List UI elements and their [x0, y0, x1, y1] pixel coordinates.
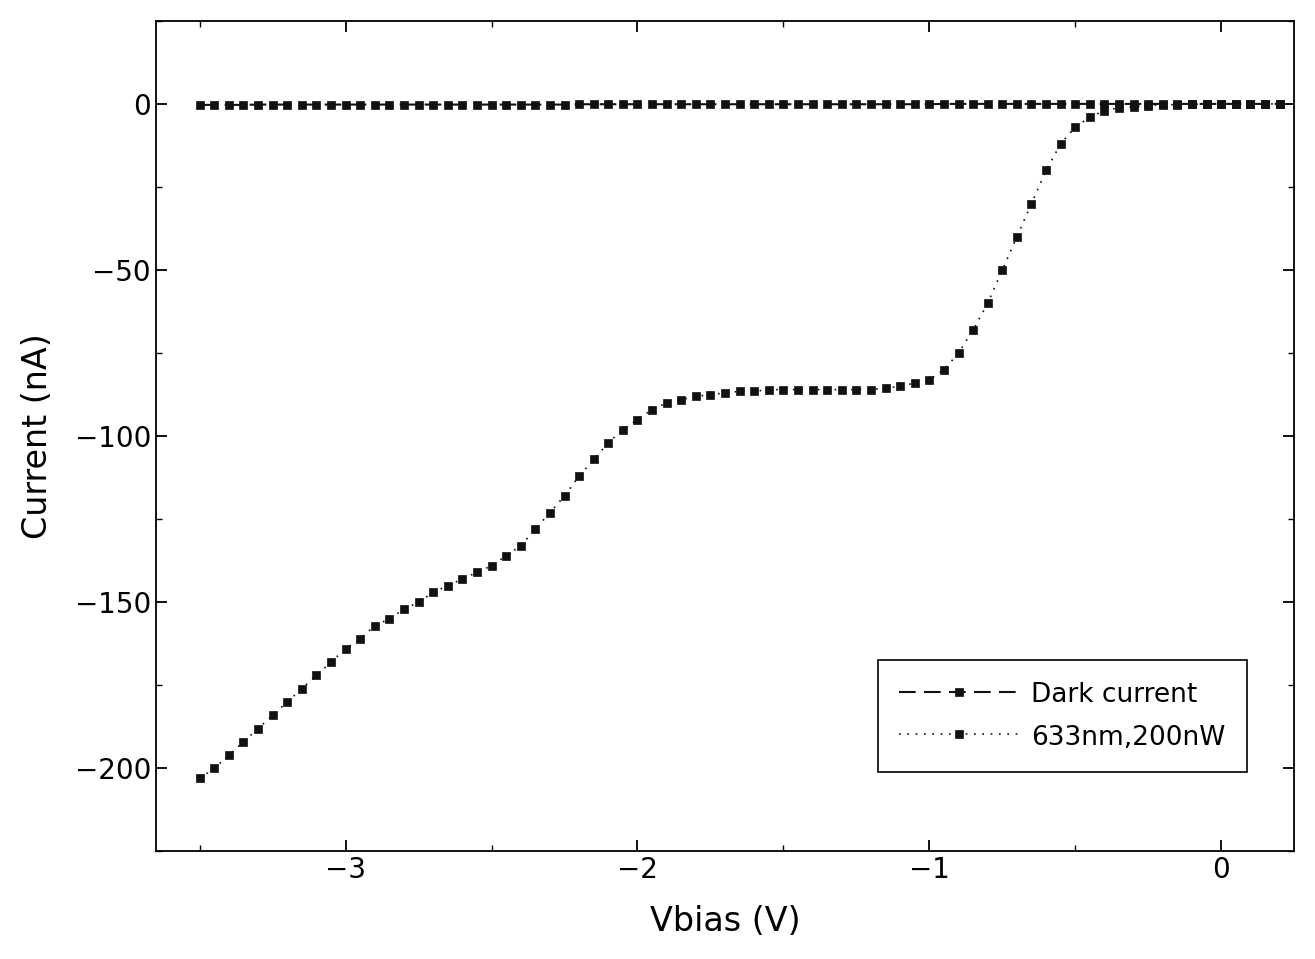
Dark current [1169, 98, 1185, 109]
X-axis label: Vbias (V): Vbias (V) [650, 905, 801, 938]
Dark current [1068, 98, 1084, 109]
Y-axis label: Current (nA): Current (nA) [21, 334, 54, 539]
633nm,200nW [1082, 111, 1098, 123]
Dark current [936, 98, 952, 109]
Line: 633nm,200nW: 633nm,200nW [196, 100, 1283, 783]
633nm,200nW [1272, 98, 1287, 109]
Dark current [279, 99, 295, 110]
Dark current [192, 99, 208, 110]
Dark current [1097, 98, 1112, 109]
633nm,200nW [192, 773, 208, 784]
Legend: Dark current, 633nm,200nW: Dark current, 633nm,200nW [878, 660, 1247, 772]
633nm,200nW [1009, 231, 1024, 243]
Dark current [1023, 98, 1039, 109]
Dark current [1272, 98, 1287, 109]
Line: Dark current: Dark current [196, 100, 1283, 109]
633nm,200nW [1214, 98, 1230, 109]
633nm,200nW [1155, 99, 1170, 110]
Dark current [1053, 98, 1069, 109]
633nm,200nW [1053, 138, 1069, 150]
633nm,200nW [279, 696, 295, 708]
633nm,200nW [1039, 165, 1055, 176]
